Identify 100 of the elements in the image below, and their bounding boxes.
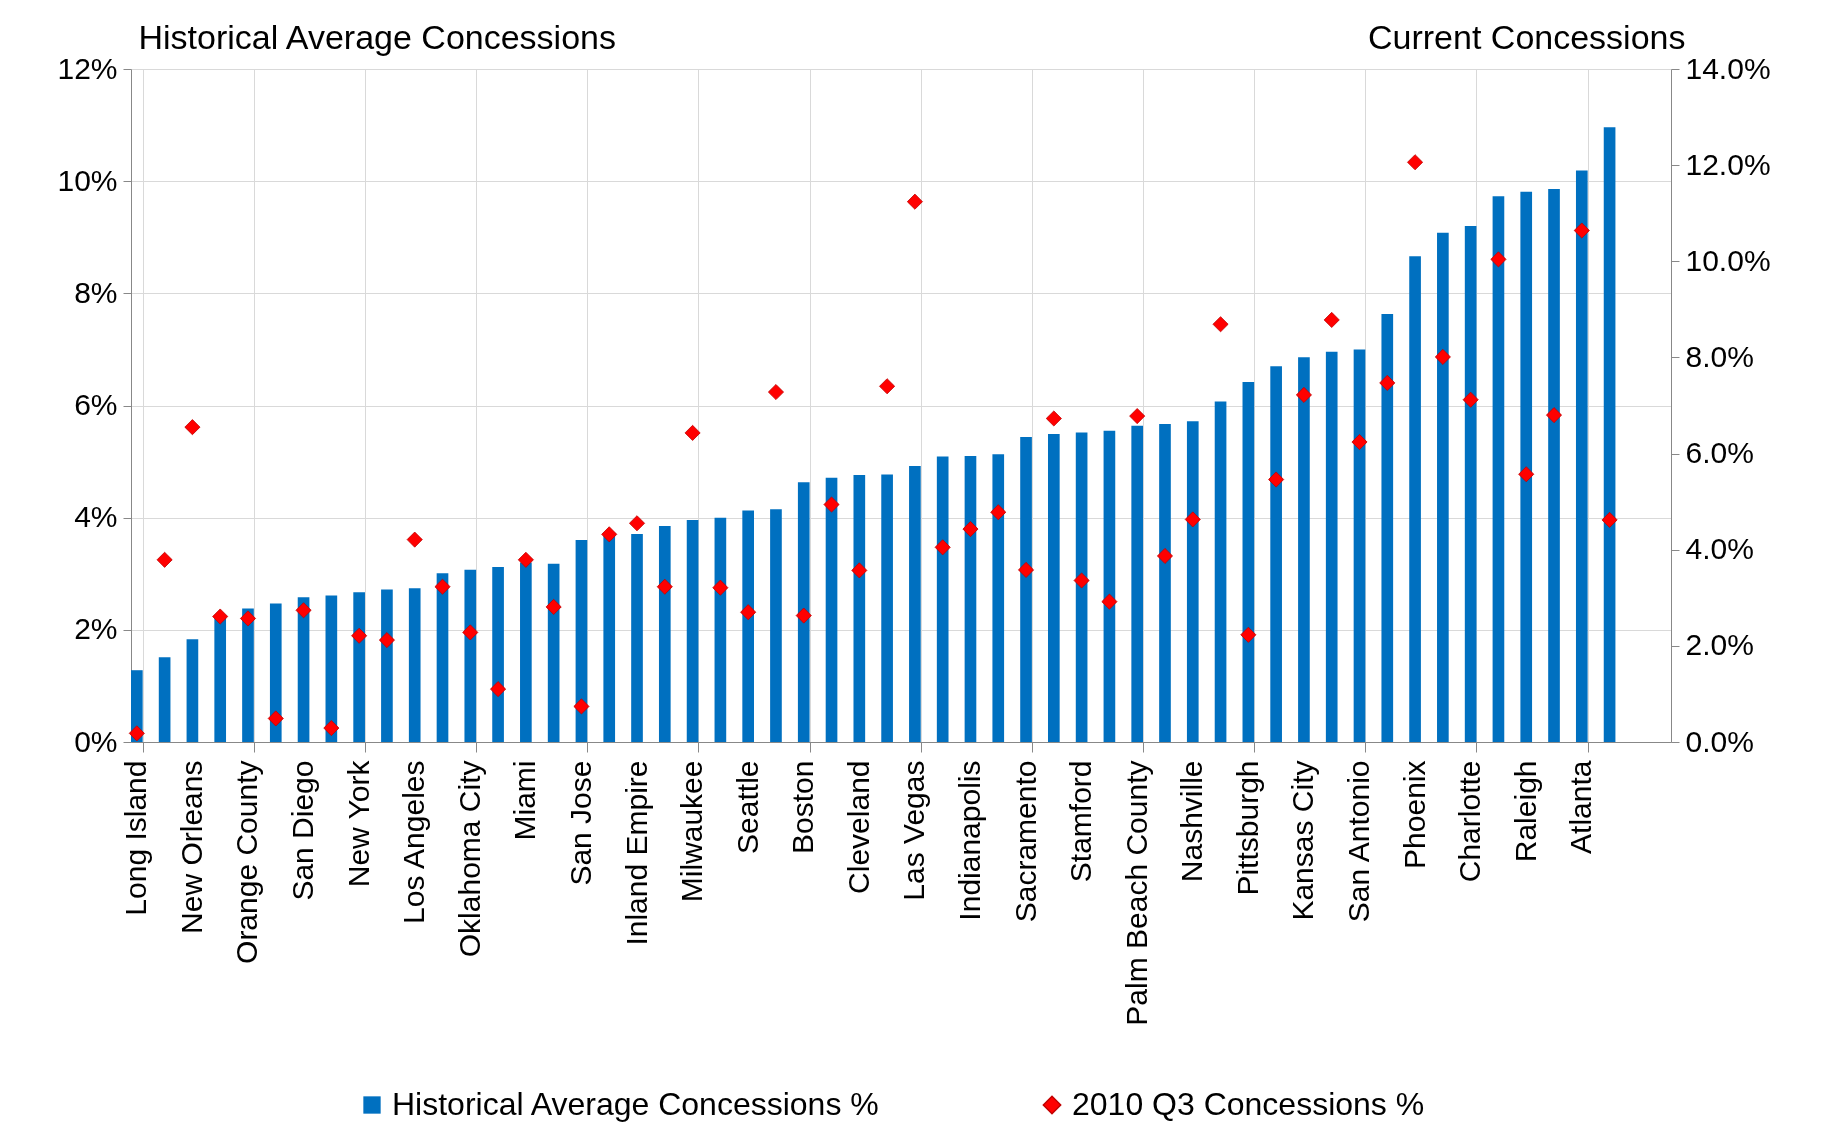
point [351, 627, 368, 644]
point [629, 515, 645, 532]
bar [658, 526, 671, 742]
x-tick-label: Pittsburgh [1230, 760, 1264, 896]
bar [1353, 349, 1366, 742]
y2-tick-label: 8.0% [1685, 339, 1754, 373]
x-tick-label: Sacramento [1008, 760, 1042, 923]
bar [1409, 256, 1421, 742]
x-tick-label: Raleigh [1508, 760, 1542, 863]
point [128, 725, 145, 742]
bar [186, 639, 199, 742]
y-tick-label: 6% [74, 388, 118, 421]
x-tick-label: Miami [508, 760, 542, 841]
point [212, 608, 229, 625]
bar [492, 567, 504, 742]
bar [158, 657, 171, 742]
point [740, 604, 757, 621]
bar [1159, 424, 1171, 742]
point [795, 607, 812, 624]
bar [686, 519, 699, 742]
point [656, 578, 673, 595]
point [1268, 471, 1285, 488]
point [1073, 572, 1090, 589]
point [267, 710, 284, 727]
point [184, 419, 201, 436]
point [240, 610, 256, 627]
y-tick-label: 0% [74, 724, 118, 758]
bar [1075, 432, 1088, 742]
bar [1020, 436, 1032, 742]
y-tick-label: 2% [74, 612, 118, 646]
bar [631, 533, 643, 742]
bar [881, 474, 893, 742]
point [1518, 466, 1535, 483]
legend-label: 2010 Q3 Concessions % [1072, 1086, 1425, 1122]
x-tick-label: Oklahoma City [452, 760, 486, 958]
point [601, 526, 618, 543]
point [1212, 316, 1229, 333]
y-tick-label: 4% [74, 500, 118, 534]
bar [1437, 232, 1449, 742]
point [462, 624, 479, 641]
y2-tick-label: 14.0% [1685, 51, 1771, 85]
x-tick-label: New York [341, 759, 375, 888]
x-tick-label: Milwaukee [675, 760, 709, 903]
point [906, 193, 923, 210]
point [1184, 511, 1201, 528]
point [156, 551, 173, 568]
x-tick-label: Cleveland [841, 760, 875, 894]
x-tick-label: Palm Beach County [1119, 760, 1153, 1026]
point [1240, 626, 1257, 643]
point [434, 578, 451, 595]
point [823, 496, 840, 513]
bar [1575, 170, 1588, 742]
x-tick-label: Boston [786, 760, 820, 854]
bar [1381, 314, 1394, 742]
point [1157, 547, 1173, 564]
point [767, 384, 784, 401]
point [517, 551, 534, 568]
bar [909, 466, 921, 742]
point [712, 579, 729, 596]
bar [1603, 127, 1616, 742]
x-tick-label: Las Vegas [897, 760, 931, 901]
y2-tick-label: 12.0% [1685, 147, 1771, 181]
point [406, 531, 423, 548]
bar [603, 535, 616, 742]
bar [1548, 189, 1560, 742]
x-tick-label: Atlanta [1564, 760, 1598, 854]
point [1018, 561, 1035, 578]
x-tick-label: Phoenix [1397, 760, 1431, 869]
bar [825, 477, 838, 742]
bar [408, 588, 421, 742]
point [1601, 511, 1618, 528]
x-tick-label: Stamford [1064, 760, 1098, 883]
point [1434, 348, 1451, 365]
point [1323, 311, 1340, 328]
point [1101, 593, 1118, 610]
point [1351, 434, 1368, 451]
x-tick-label: San Diego [286, 760, 320, 901]
y2-tick-label: 6.0% [1685, 436, 1754, 470]
point [1546, 407, 1562, 424]
x-tick-label: Nashville [1175, 760, 1209, 883]
x-tick-label: Orange County [230, 760, 264, 964]
point [1462, 391, 1479, 408]
point [851, 562, 868, 579]
bar [1131, 425, 1144, 742]
point [323, 720, 340, 737]
y2-tick-label: 2.0% [1685, 628, 1754, 662]
bar [1186, 421, 1199, 742]
bar [770, 509, 782, 742]
bar [381, 589, 393, 742]
bar [1270, 366, 1282, 742]
y-tick-label: 8% [74, 275, 118, 309]
bar [242, 608, 254, 742]
point [879, 378, 896, 395]
x-tick-label: Inland Empire [619, 760, 653, 946]
y2-tick-label: 10.0% [1685, 243, 1771, 277]
y2-tick-label: 0.0% [1685, 724, 1754, 758]
bar [1492, 196, 1505, 742]
y-tick-label: 12% [57, 51, 118, 85]
x-tick-label: Kansas City [1286, 760, 1320, 921]
bar [520, 562, 532, 742]
